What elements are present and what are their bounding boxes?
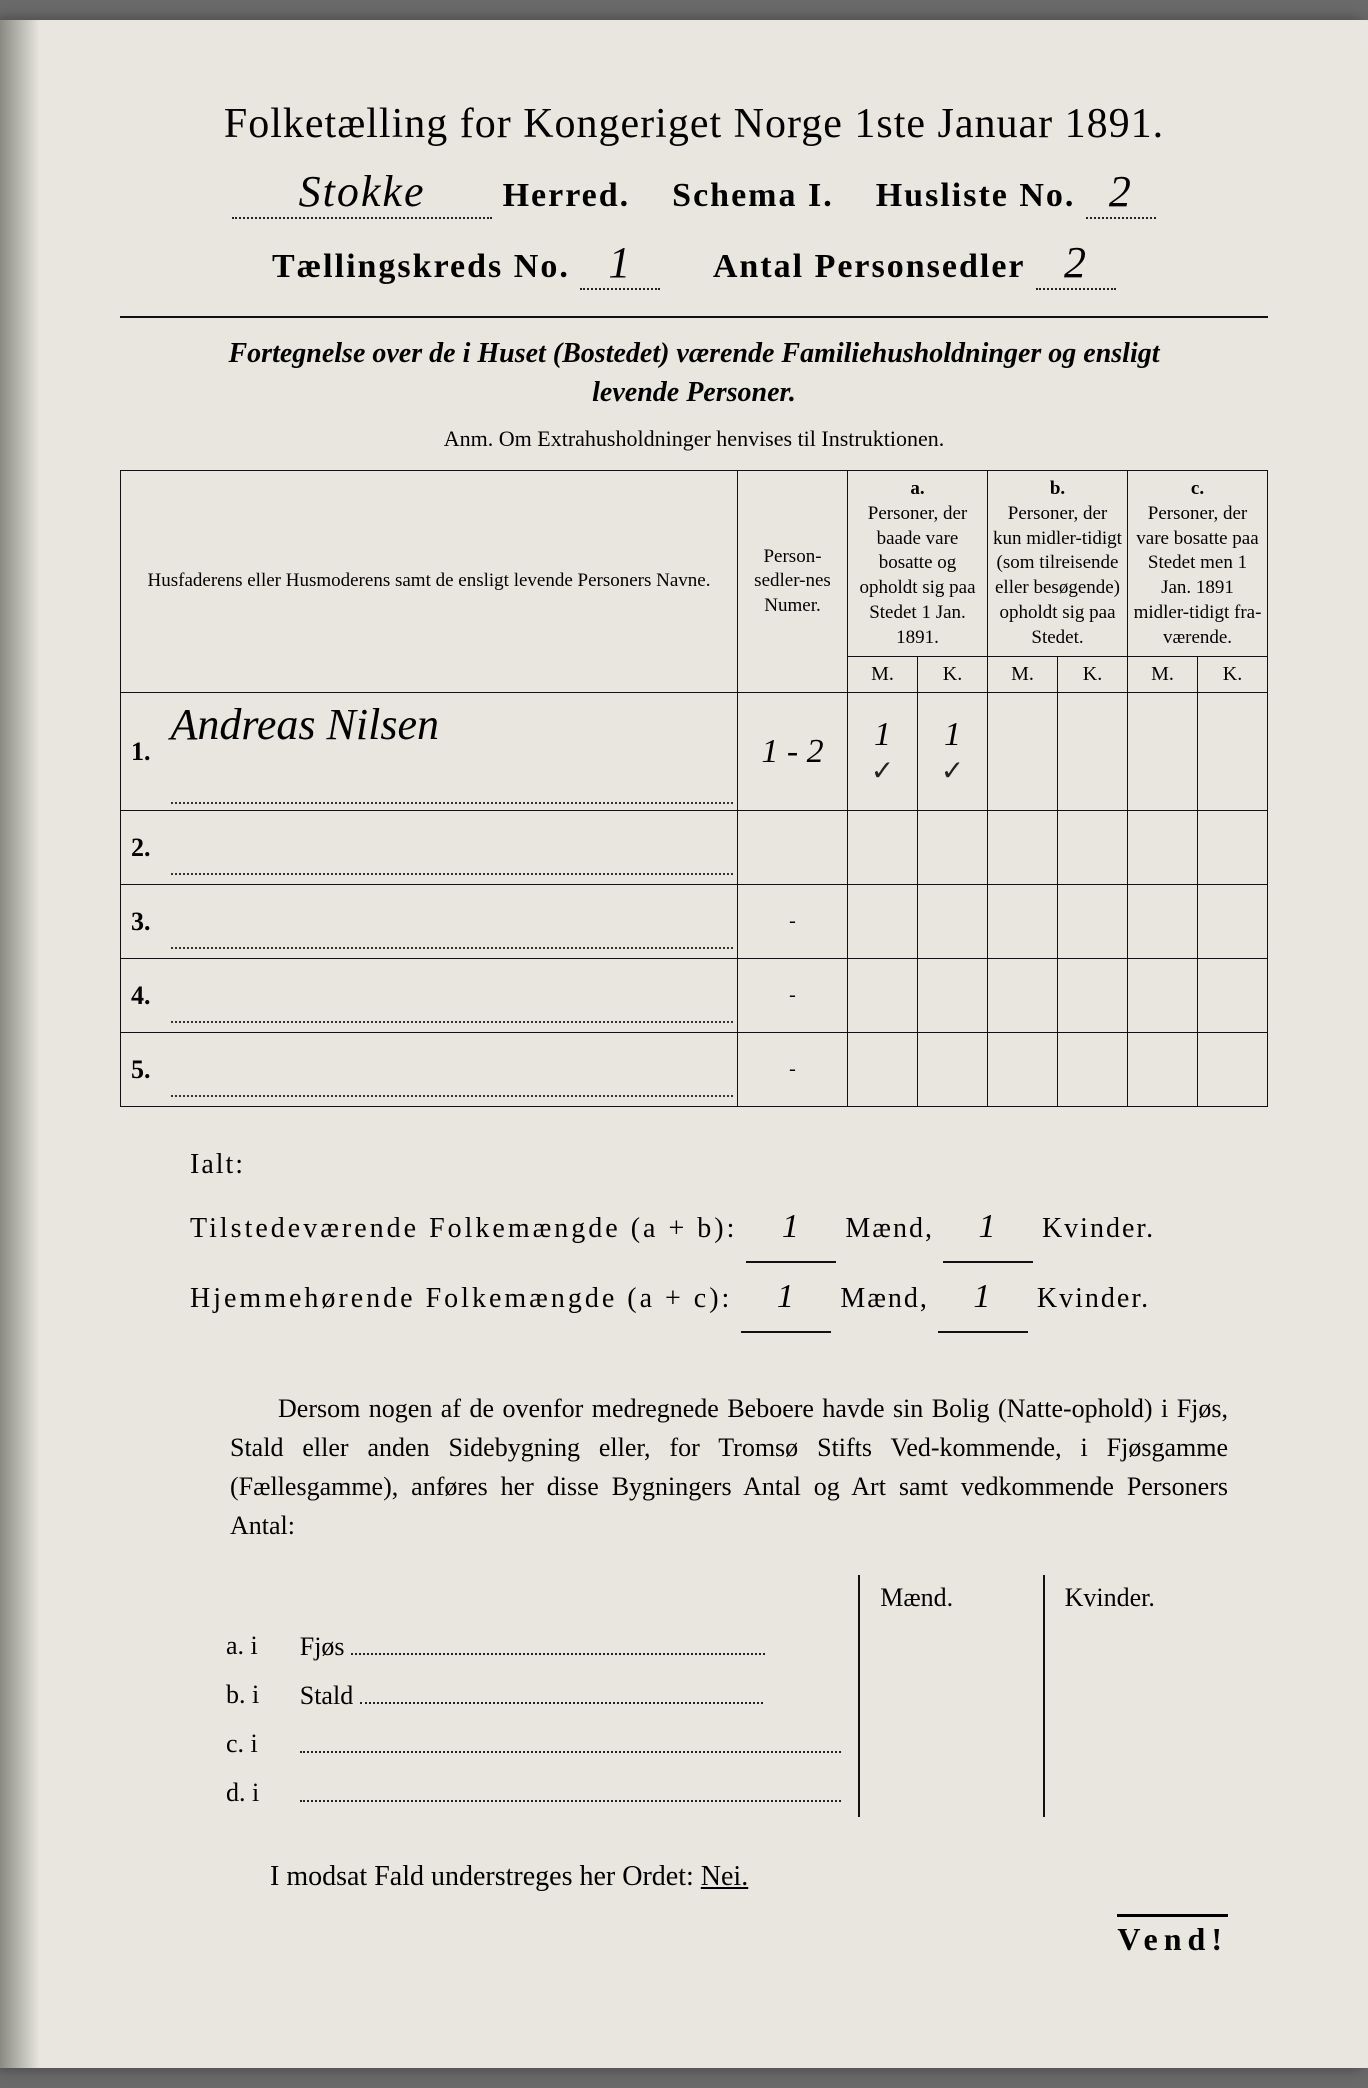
totals-line1-label: Tilstedeværende Folkemængde (a + b): <box>190 1213 737 1244</box>
schema-label: Schema I. <box>672 177 834 214</box>
th-a-k: K. <box>918 657 988 693</box>
th-c: c. Personer, der vare bosatte paa Stedet… <box>1128 471 1268 657</box>
th-a-m: M. <box>848 657 918 693</box>
subtitle: Fortegnelse over de i Huset (Bostedet) v… <box>120 334 1268 412</box>
s2-a-l: a. i <box>220 1621 294 1670</box>
herred-value: Stokke <box>232 166 492 219</box>
footer-line: I modsat Fald understreges her Ordet: Ne… <box>270 1861 1268 1893</box>
row-num: 1. <box>121 693 161 811</box>
s2-head-k: Kvinder. <box>1044 1575 1228 1621</box>
th-a-text: Personer, der baade vare bosatte og opho… <box>859 503 975 647</box>
row-numer: - <box>738 885 848 959</box>
table-row: 3. - <box>121 885 1268 959</box>
row-bk <box>1058 693 1128 811</box>
row-name: Andreas Nilsen <box>161 693 738 811</box>
row-num: 3. <box>121 885 161 959</box>
table-row: 4. - <box>121 959 1268 1033</box>
table-row: 1. Andreas Nilsen 1 - 2 1✓ 1✓ <box>121 693 1268 811</box>
antal-label: Antal Personsedler <box>713 248 1026 285</box>
th-b-label: b. <box>1050 478 1065 499</box>
row-name <box>161 885 738 959</box>
buildings-table: Mænd. Kvinder. a. i Fjøs b. i Stald c. i… <box>220 1575 1228 1817</box>
antal-value: 2 <box>1036 237 1116 290</box>
th-b-k: K. <box>1058 657 1128 693</box>
husliste-value: 2 <box>1086 166 1156 219</box>
row-numer <box>738 811 848 885</box>
kreds-label: Tællingskreds No. <box>272 248 570 285</box>
footer-nei: Nei. <box>701 1861 748 1892</box>
totals-block: Ialt: Tilstedeværende Folkemængde (a + b… <box>190 1137 1268 1333</box>
building-row: b. i Stald <box>220 1670 1228 1719</box>
totals-line-1: Tilstedeværende Folkemængde (a + b): 1 M… <box>190 1193 1268 1263</box>
th-c-m: M. <box>1128 657 1198 693</box>
kvinder-label: Kvinder. <box>1037 1283 1150 1314</box>
row-ck <box>1198 693 1268 811</box>
row-am: 1✓ <box>848 693 918 811</box>
th-c-text: Personer, der vare bosatte paa Stedet me… <box>1134 503 1262 647</box>
building-row: d. i <box>220 1768 1228 1817</box>
kvinder-label: Kvinder. <box>1042 1213 1155 1244</box>
row-numer: - <box>738 1033 848 1107</box>
maend-label: Mænd, <box>845 1213 934 1244</box>
building-row: a. i Fjøs <box>220 1621 1228 1670</box>
row-name <box>161 1033 738 1107</box>
maend-label: Mænd, <box>840 1283 929 1314</box>
totals-2-m: 1 <box>741 1263 831 1333</box>
vend-label: Vend! <box>1117 1914 1228 1958</box>
header-row-3: Tællingskreds No. 1 Antal Personsedler 2 <box>120 237 1268 290</box>
th-b: b. Personer, der kun midler-tidigt (som … <box>988 471 1128 657</box>
s2-a-t: Fjøs <box>300 1632 345 1661</box>
totals-line2-label: Hjemmehørende Folkemængde (a + c): <box>190 1283 732 1314</box>
th-numer: Person-sedler-nes Numer. <box>738 471 848 693</box>
census-form-page: Folketælling for Kongeriget Norge 1ste J… <box>0 20 1368 2068</box>
page-title: Folketælling for Kongeriget Norge 1ste J… <box>120 100 1268 148</box>
kreds-value: 1 <box>580 237 660 290</box>
divider <box>120 316 1268 318</box>
th-b-text: Personer, der kun midler-tidigt (som til… <box>993 503 1122 647</box>
totals-line-2: Hjemmehørende Folkemængde (a + c): 1 Mæn… <box>190 1263 1268 1333</box>
row-num: 5. <box>121 1033 161 1107</box>
th-c-k: K. <box>1198 657 1268 693</box>
totals-1-m: 1 <box>746 1193 836 1263</box>
s2-head-m: Mænd. <box>859 1575 1043 1621</box>
herred-label: Herred. <box>503 177 631 214</box>
th-names: Husfaderens eller Husmoderens samt de en… <box>121 471 738 693</box>
s2-b-t: Stald <box>300 1681 353 1710</box>
s2-b-l: b. i <box>220 1670 294 1719</box>
buildings-section: Mænd. Kvinder. a. i Fjøs b. i Stald c. i… <box>220 1575 1228 1817</box>
row-cm <box>1128 693 1198 811</box>
s2-d-l: d. i <box>220 1768 294 1817</box>
row-num: 2. <box>121 811 161 885</box>
th-b-m: M. <box>988 657 1058 693</box>
row-bm <box>988 693 1058 811</box>
totals-1-k: 1 <box>943 1193 1033 1263</box>
table-row: 5. - <box>121 1033 1268 1107</box>
totals-2-k: 1 <box>938 1263 1028 1333</box>
subtitle-line2: levende Personer. <box>592 377 796 408</box>
table-row: 2. <box>121 811 1268 885</box>
row-name <box>161 811 738 885</box>
row-name <box>161 959 738 1033</box>
s2-c-l: c. i <box>220 1719 294 1768</box>
row-numer: 1 - 2 <box>738 693 848 811</box>
subtitle-line1: Fortegnelse over de i Huset (Bostedet) v… <box>229 338 1160 369</box>
th-a: a. Personer, der baade vare bosatte og o… <box>848 471 988 657</box>
anm-note: Anm. Om Extrahusholdninger henvises til … <box>120 426 1268 452</box>
row-num: 4. <box>121 959 161 1033</box>
row-numer: - <box>738 959 848 1033</box>
footer-text: I modsat Fald understreges her Ordet: <box>270 1861 701 1892</box>
header-row-2: Stokke Herred. Schema I. Husliste No. 2 <box>120 166 1268 219</box>
th-c-label: c. <box>1191 478 1204 499</box>
building-row: c. i <box>220 1719 1228 1768</box>
building-paragraph: Dersom nogen af de ovenfor medregnede Be… <box>230 1389 1228 1545</box>
th-a-label: a. <box>910 478 924 499</box>
husliste-label: Husliste No. <box>876 177 1076 214</box>
main-table: Husfaderens eller Husmoderens samt de en… <box>120 470 1268 1107</box>
ialt-label: Ialt: <box>190 1137 1268 1193</box>
row-ak: 1✓ <box>918 693 988 811</box>
